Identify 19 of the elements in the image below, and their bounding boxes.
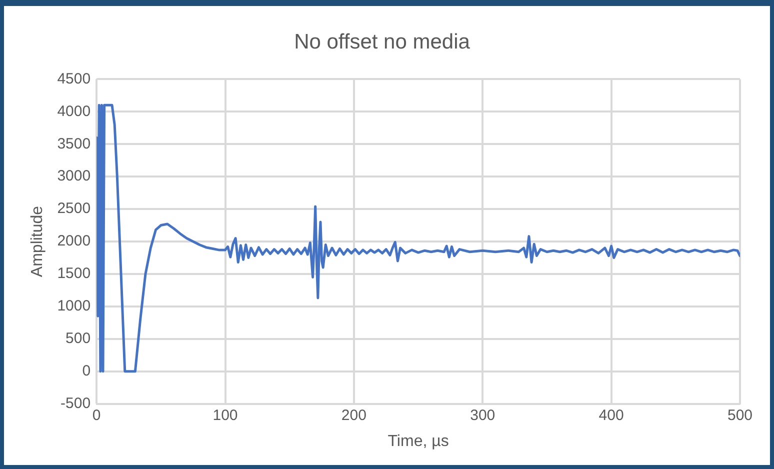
y-tick-label: 3500 xyxy=(57,135,91,152)
y-tick-label: 500 xyxy=(66,330,91,348)
y-tick-label: 0 xyxy=(82,362,91,380)
x-tick-label: 200 xyxy=(341,406,366,424)
y-axis-title: Amplitude xyxy=(29,206,46,278)
y-tick-label: 4000 xyxy=(57,102,91,120)
y-tick-label: 2500 xyxy=(57,200,91,218)
y-tick-label: 1500 xyxy=(57,265,91,282)
x-axis-title: Time, µs xyxy=(388,432,449,450)
y-tick-label: 4500 xyxy=(57,70,91,88)
y-tick-label: 3000 xyxy=(57,168,91,185)
y-tick-label: -500 xyxy=(60,394,91,412)
x-tick-label: 500 xyxy=(727,406,753,424)
x-tick-label: 400 xyxy=(598,406,624,424)
x-tick-label: 100 xyxy=(212,406,238,424)
chart-title: No offset no media xyxy=(294,30,470,54)
x-tick-label: 300 xyxy=(470,406,496,424)
y-tick-label: 1000 xyxy=(57,298,91,315)
y-tick-label: 2000 xyxy=(57,232,91,250)
